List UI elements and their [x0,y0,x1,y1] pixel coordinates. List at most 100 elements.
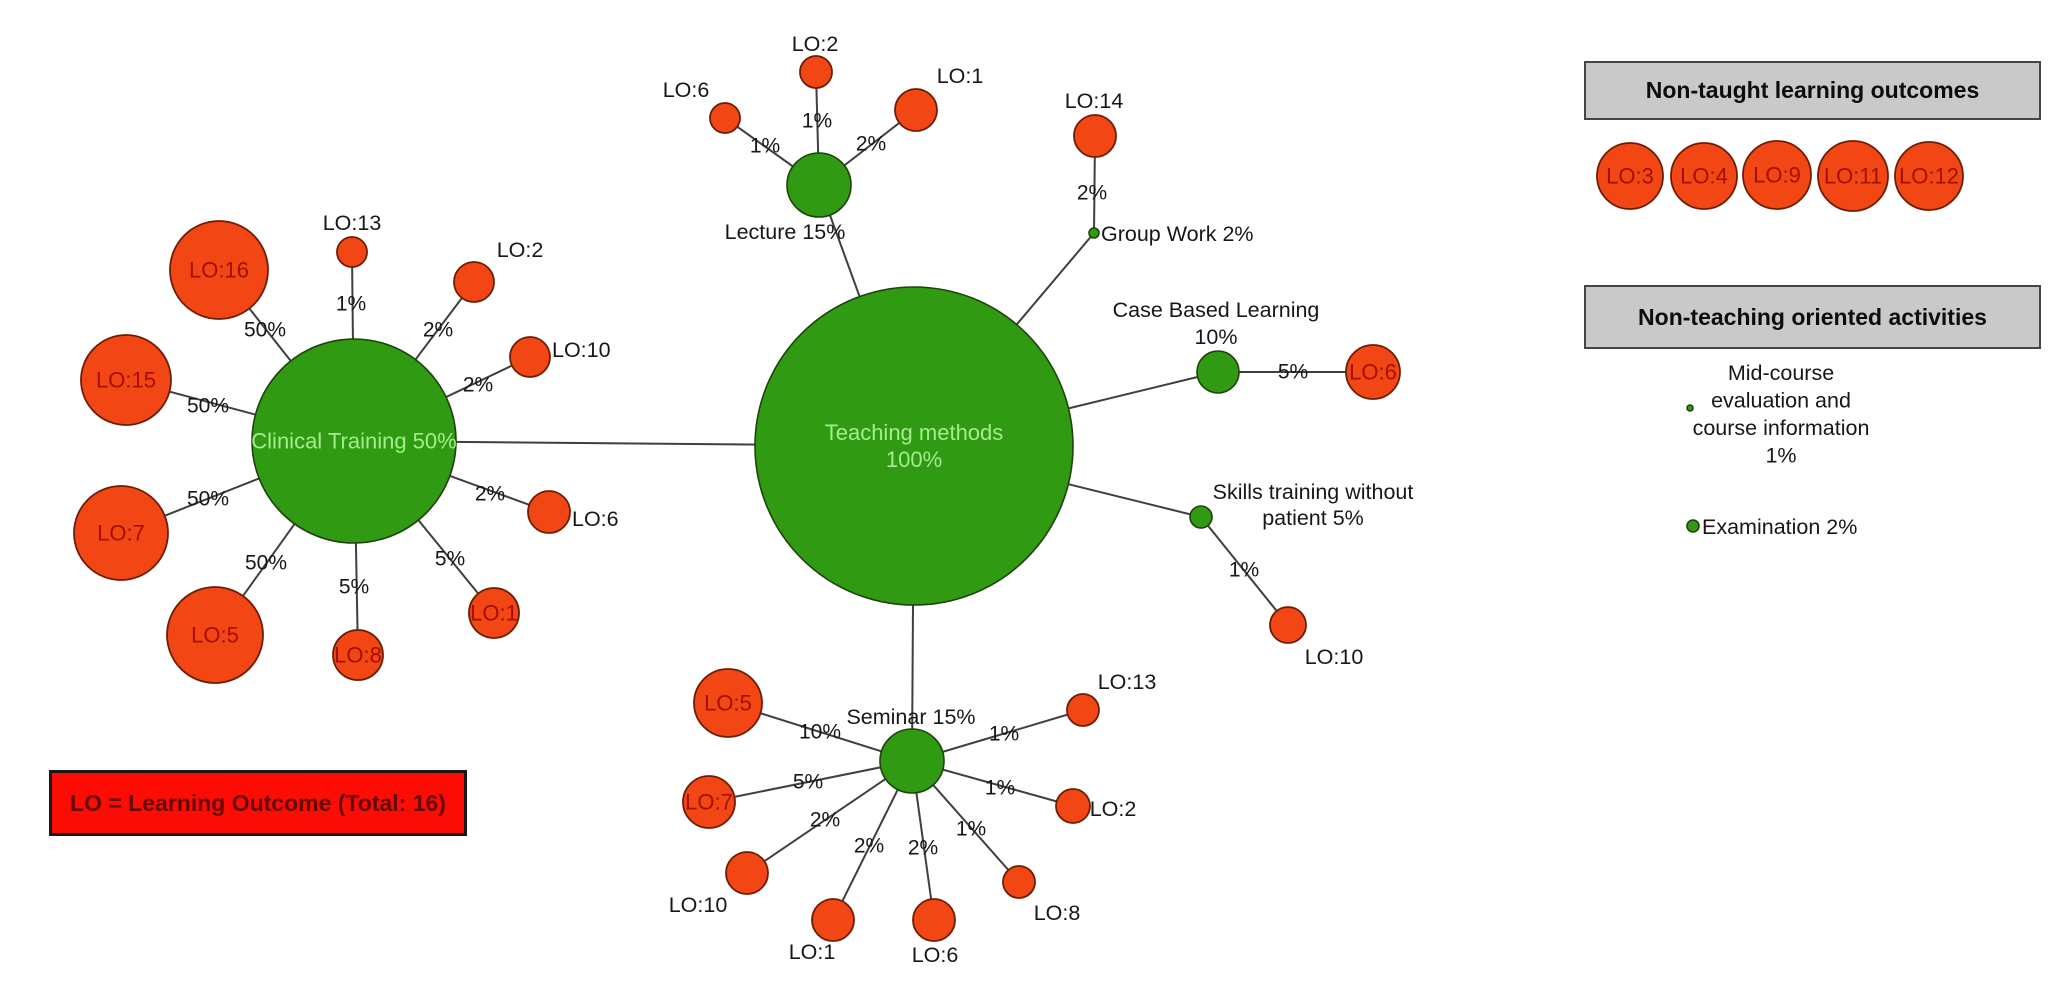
node-label-g14: LO:14 [1065,89,1124,113]
node-c13 [336,236,368,268]
edge-label-clinical-c8: 5% [339,576,369,599]
node-label-sk10: LO:10 [1305,645,1364,669]
edge-label-clinical-c1: 5% [435,548,465,571]
node-label-groupwork: Group Work 2% [1101,222,1254,246]
node-t1 [894,88,938,132]
node-clinical [251,338,457,544]
node-label-midcourse-dot: course information [1693,416,1870,440]
node-m1 [811,898,855,942]
node-c6 [527,490,571,534]
node-c8 [332,629,384,681]
node-t6 [709,102,741,134]
node-label-lo9: LO:9 [1753,163,1801,188]
node-label-c15: LO:15 [96,368,156,393]
node-sk10 [1269,606,1307,644]
edge-label-clinical-c10: 2% [463,374,493,397]
edge-label-clinical-c7: 50% [187,488,229,511]
edge-seminar-m10 [746,760,913,874]
edge-skills-sk10 [1200,516,1289,626]
edge-label-seminar-m5: 10% [799,721,841,744]
node-lo12 [1894,141,1964,211]
node-label-exam-dot: Examination 2% [1702,515,1857,539]
node-lo3 [1596,142,1664,210]
node-label-teaching: Teaching methods [825,420,1004,445]
node-label-c6: LO:6 [572,507,619,531]
node-label-m6: LO:6 [912,943,959,967]
learning-outcome-note-text: LO = Learning Outcome (Total: 16) [70,789,446,816]
node-label-c10: LO:10 [552,338,611,362]
node-cb6 [1345,344,1401,400]
node-label-lo4: LO:4 [1680,164,1728,189]
node-label-lo11: LO:11 [1824,164,1882,189]
node-casebased [1196,350,1240,394]
node-c15 [80,334,172,426]
node-g14 [1073,114,1117,158]
node-m13 [1066,693,1100,727]
node-label-c8: LO:8 [334,643,382,668]
node-label-c1: LO:1 [470,601,518,626]
node-c2 [453,261,495,303]
learning-outcome-note-box: LO = Learning Outcome (Total: 16) [49,770,467,836]
edge-label-clinical-c2: 2% [423,319,453,342]
node-m10 [725,851,769,895]
legend-non-teaching-activities-box: Non-teaching oriented activities [1584,285,2041,349]
node-label-m5: LO:5 [704,691,752,716]
node-label-skills: patient 5% [1262,506,1364,530]
node-label-clinical: Clinical Training 50% [251,429,456,454]
node-label-casebased: Case Based Learning [1113,298,1320,322]
node-label-midcourse-dot: 1% [1765,444,1796,468]
node-label-m7: LO:7 [685,790,733,815]
node-c16 [169,220,269,320]
node-lo9 [1742,140,1812,210]
node-label-teaching: 100% [886,447,942,472]
node-label-midcourse-dot: Mid-course [1728,361,1834,385]
edge-label-clinical-c15: 50% [187,395,229,418]
node-label-c13: LO:13 [323,211,382,235]
nodes-layer [73,55,1964,942]
node-m5 [693,668,763,738]
edge-label-seminar-m10: 2% [810,809,840,832]
edge-label-clinical-c13: 1% [336,293,366,316]
node-label-midcourse-dot: evaluation and [1711,389,1851,413]
node-m7 [682,775,736,829]
edge-label-seminar-m1: 2% [854,835,884,858]
node-lecture [786,152,852,218]
edge-label-lecture-t1: 2% [856,133,886,156]
node-label-cb6: LO:6 [1349,360,1397,385]
node-c1 [468,587,520,639]
edge-label-lecture-t6: 1% [750,135,780,158]
node-teaching [754,286,1074,606]
edge-label-seminar-m7: 5% [793,771,823,794]
node-skills [1189,505,1213,529]
node-midcourse-dot [1686,404,1694,412]
legend-non-taught-outcomes-box: Non-taught learning outcomes [1584,61,2041,120]
edge-label-skills-sk10: 1% [1229,559,1259,582]
edge-label-seminar-m8: 1% [956,818,986,841]
node-exam-dot [1686,519,1700,533]
edge-label-casebased-cb6: 5% [1278,361,1308,384]
node-label-t1: LO:1 [937,64,984,88]
node-label-c16: LO:16 [189,258,249,283]
node-groupwork [1088,227,1100,239]
node-label-lo3: LO:3 [1606,164,1654,189]
node-label-skills: Skills training without [1213,480,1414,504]
node-label-lo12: LO:12 [1899,164,1959,189]
node-label-m2: LO:2 [1090,797,1137,821]
node-label-m8: LO:8 [1034,901,1081,925]
node-label-c2: LO:2 [497,238,544,262]
node-m8 [1002,865,1036,899]
edge-seminar-m7 [708,760,913,803]
node-m2 [1055,788,1091,824]
edge-label-seminar-m2: 1% [985,777,1015,800]
edge-label-groupwork-g14: 2% [1077,182,1107,205]
edge-label-clinical-c6: 2% [475,483,505,506]
node-label-t2: LO:2 [792,32,839,56]
node-label-m13: LO:13 [1098,670,1157,694]
edge-label-clinical-c5: 50% [245,552,287,575]
node-c7 [73,485,169,581]
node-c5 [166,586,264,684]
node-label-lecture: Lecture 15% [725,220,846,244]
